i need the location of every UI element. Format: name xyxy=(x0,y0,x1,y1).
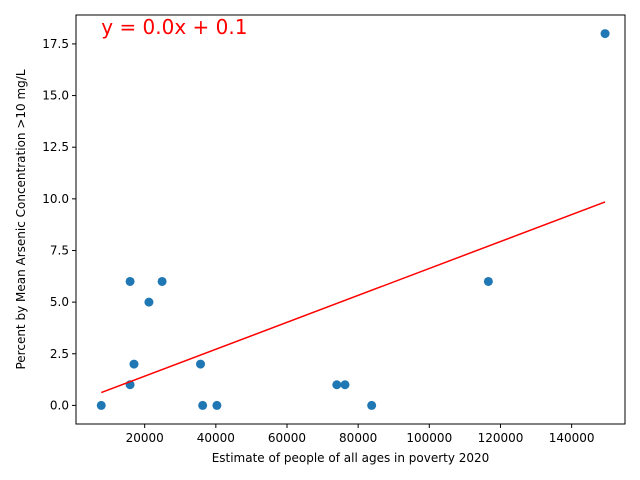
data-point xyxy=(212,400,222,410)
y-tick-label: 17.5 xyxy=(42,37,69,51)
x-tick-label: 140000 xyxy=(549,431,595,445)
x-tick-label: 60000 xyxy=(268,431,306,445)
data-point xyxy=(157,276,167,286)
x-tick-label: 20000 xyxy=(126,431,164,445)
data-point xyxy=(367,400,377,410)
x-tick-label: 100000 xyxy=(406,431,452,445)
data-point xyxy=(144,297,154,307)
x-tick-label: 80000 xyxy=(339,431,377,445)
data-point xyxy=(198,400,208,410)
y-tick-label: 0.0 xyxy=(50,398,69,412)
data-point xyxy=(332,380,342,390)
y-axis-ticks: 0.0 2.5 5.0 7.5 10.0 12.5 15.0 17.5 xyxy=(42,37,76,412)
x-tick-label: 120000 xyxy=(478,431,524,445)
data-point xyxy=(125,276,135,286)
regression-equation: y = 0.0x + 0.1 xyxy=(101,15,247,39)
data-marks xyxy=(96,29,610,410)
data-point xyxy=(96,400,106,410)
y-tick-label: 7.5 xyxy=(50,243,69,257)
x-tick-label: 40000 xyxy=(197,431,235,445)
x-axis-label: Estimate of people of all ages in povert… xyxy=(212,451,490,465)
data-point xyxy=(196,359,206,369)
data-point xyxy=(340,380,350,390)
y-tick-label: 15.0 xyxy=(42,89,69,103)
y-axis-label: Percent by Mean Arsenic Concentration >1… xyxy=(14,69,28,369)
data-point xyxy=(129,359,139,369)
y-tick-label: 12.5 xyxy=(42,140,69,154)
data-point xyxy=(483,276,493,286)
regression-line xyxy=(100,201,606,394)
x-axis-ticks: 20000 40000 60000 80000 100000 120000 140000 xyxy=(126,424,595,445)
plot-area-frame xyxy=(75,14,626,425)
data-point xyxy=(600,29,610,39)
y-tick-label: 10.0 xyxy=(42,192,69,206)
y-tick-label: 2.5 xyxy=(50,347,69,361)
y-tick-label: 5.0 xyxy=(50,295,69,309)
